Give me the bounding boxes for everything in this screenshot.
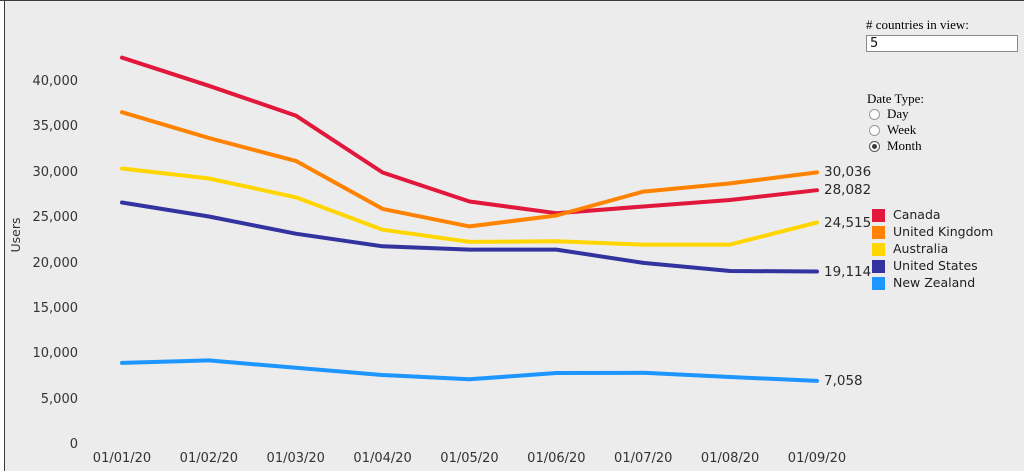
countries-in-view-input[interactable] bbox=[866, 35, 1018, 52]
radio-week[interactable]: Week bbox=[869, 123, 922, 137]
legend-swatch-icon bbox=[872, 242, 885, 256]
legend-label: New Zealand bbox=[893, 275, 976, 290]
series-end-label-new-zealand: 7,058 bbox=[824, 372, 863, 389]
y-tick-label: 40,000 bbox=[32, 74, 79, 89]
x-tick-label: 01/08/20 bbox=[700, 451, 760, 466]
y-tick-label: 30,000 bbox=[32, 164, 79, 180]
legend-label: Australia bbox=[893, 241, 949, 256]
radio-button-icon[interactable] bbox=[869, 108, 880, 120]
y-tick-label: 5,000 bbox=[40, 391, 78, 407]
legend-swatch-icon bbox=[872, 259, 885, 273]
x-tick-label: 01/07/20 bbox=[614, 451, 673, 466]
viz-background bbox=[5, 1, 1024, 471]
x-tick-label: 01/04/20 bbox=[353, 451, 412, 466]
countries-in-view-label: # countries in view: bbox=[866, 17, 969, 32]
radio-day[interactable]: Day bbox=[869, 107, 922, 121]
series-line-canada[interactable] bbox=[120, 55, 819, 216]
y-tick-label: 35,000 bbox=[32, 119, 79, 135]
legend-label: United Kingdom bbox=[893, 224, 994, 239]
x-tick-label: 01/09/20 bbox=[787, 451, 847, 466]
y-tick-label: 10,000 bbox=[32, 346, 79, 362]
radio-button-icon[interactable] bbox=[869, 124, 880, 136]
radio-label: Week bbox=[887, 122, 917, 137]
y-tick-label: 15,000 bbox=[32, 300, 79, 316]
radio-month[interactable]: Month bbox=[869, 139, 922, 153]
series-end-label-canada: 28,082 bbox=[824, 182, 872, 199]
legend-item-united-kingdom[interactable]: United Kingdom bbox=[872, 225, 993, 239]
legend-item-new-zealand[interactable]: New Zealand bbox=[872, 276, 993, 290]
series-end-label-australia: 24,515 bbox=[824, 214, 872, 231]
legend-swatch-icon bbox=[872, 225, 885, 239]
x-tick-label: 01/05/20 bbox=[440, 451, 499, 466]
date-type-label: Date Type: bbox=[867, 91, 924, 106]
y-tick-label: 20,000 bbox=[32, 255, 79, 271]
radio-label: Month bbox=[887, 138, 922, 153]
series-line-united-states[interactable] bbox=[120, 200, 819, 274]
radio-button-icon[interactable] bbox=[869, 140, 880, 152]
series-line-united-kingdom[interactable] bbox=[120, 110, 819, 229]
y-tick-label: 0 bbox=[69, 437, 78, 452]
frame-border-top bbox=[0, 0, 1024, 1]
legend-label: Canada bbox=[893, 207, 941, 222]
series-line-australia[interactable] bbox=[120, 166, 819, 247]
x-tick-label: 01/01/20 bbox=[92, 451, 152, 466]
radio-label: Day bbox=[887, 106, 909, 121]
legend-item-australia[interactable]: Australia bbox=[872, 242, 993, 256]
frame-border-left bbox=[4, 0, 5, 471]
series-end-label-united-kingdom: 30,036 bbox=[824, 164, 872, 181]
legend-swatch-icon bbox=[872, 276, 885, 290]
legend-swatch-icon bbox=[872, 208, 885, 222]
legend-item-canada[interactable]: Canada bbox=[872, 208, 993, 222]
date-type-radio-group: Day Week Month bbox=[869, 107, 922, 155]
legend: Canada United Kingdom Australia United Stat… bbox=[872, 208, 993, 293]
x-tick-label: 01/03/20 bbox=[266, 451, 325, 466]
x-tick-label: 01/02/20 bbox=[179, 451, 239, 466]
series-end-label-united-states: 19,114 bbox=[824, 263, 872, 280]
y-tick-label: 25,000 bbox=[32, 210, 79, 226]
legend-label: United States bbox=[893, 258, 978, 273]
series-line-new-zealand[interactable] bbox=[120, 358, 819, 383]
x-tick-label: 01/06/20 bbox=[527, 451, 586, 466]
legend-item-united-states[interactable]: United States bbox=[872, 259, 993, 273]
